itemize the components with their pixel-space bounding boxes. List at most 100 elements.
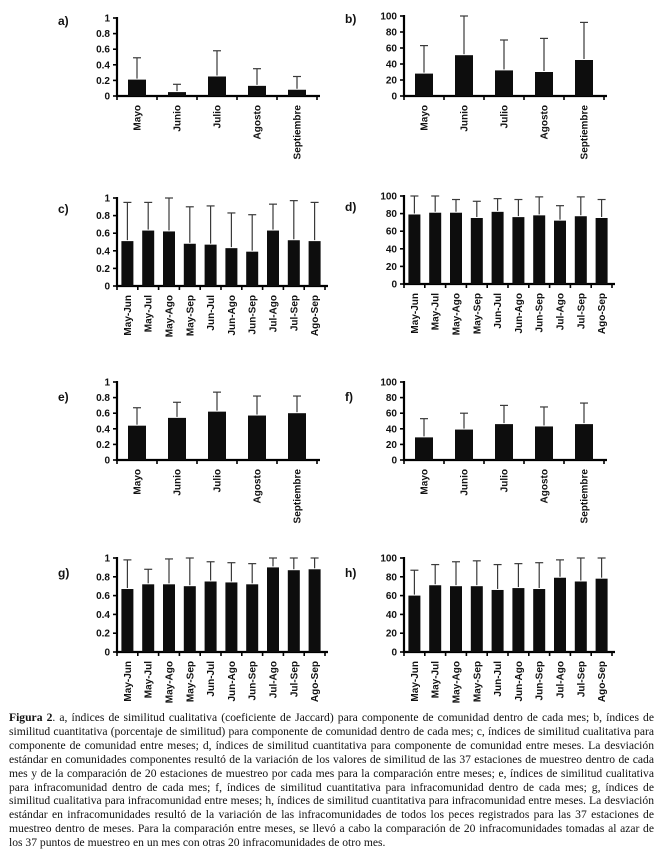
y-tick-label: 0.8 (96, 29, 110, 40)
category-label: Julio (213, 469, 224, 492)
panel-label-f: f) (345, 390, 353, 404)
y-tick-label: 60 (386, 227, 398, 238)
category-label: Agosto (540, 469, 551, 503)
y-tick-label: 20 (386, 262, 398, 273)
panel-label-d: d) (345, 200, 357, 214)
bar (267, 230, 279, 286)
y-tick-label: 0 (391, 92, 397, 103)
category-label: Julio (500, 105, 511, 128)
category-label: Mayo (420, 469, 431, 495)
category-label: Jun-Ago (227, 295, 238, 336)
category-label: Ago-Sep (597, 661, 608, 702)
bar (470, 218, 483, 284)
category-label: Jun-Ago (514, 661, 525, 702)
y-tick-label: 0.2 (96, 76, 110, 87)
y-tick-label: 100 (380, 554, 397, 565)
y-tick-label: 0.8 (96, 393, 110, 404)
bar (554, 577, 566, 652)
figure-caption-label: Figura 2 (9, 711, 53, 724)
chart-d: 0 20 40 60 80 100 May-Jun May-Jul May-Ago May-Sep… (380, 192, 615, 335)
bar (121, 241, 134, 286)
bar (450, 212, 462, 284)
category-label: May-Jul (144, 295, 155, 332)
bar (246, 584, 259, 652)
bar (455, 429, 473, 460)
y-tick-label: 0 (104, 648, 110, 659)
chart-c: 0 0.2 0.4 0.6 0.8 1 May-Jun May-Jul May-Ago May-S… (96, 194, 328, 337)
bar (142, 230, 155, 286)
y-tick-label: 0.2 (96, 440, 110, 451)
y-tick-label: 100 (380, 192, 397, 203)
category-label: May-Sep (472, 661, 483, 702)
chart-panel-d: d) 0 20 40 60 80 100 May-Jun May-Jul May-Ago May-… (345, 186, 635, 344)
category-label: May-Jun (123, 661, 134, 702)
category-label: Jul-Ago (556, 661, 567, 698)
chart-b: 0 20 40 60 80 100 Mayo Junio Julio Agosto Septiemb… (380, 12, 607, 160)
bar (142, 584, 155, 652)
category-label: Agosto (540, 105, 551, 139)
category-label: Jul-Ago (269, 661, 280, 698)
category-label: Junio (460, 469, 471, 496)
bar (168, 92, 186, 96)
chart-f: 0 20 40 60 80 100 Mayo Junio Julio Agosto Septiemb… (380, 378, 607, 523)
chart-panel-g: g) 0 0.2 0.4 0.6 0.8 1 May-Jun May-Jul May-Ago Ma… (58, 548, 348, 710)
category-label: Agosto (253, 469, 264, 503)
chart-panel-a: a) 0 0.2 0.4 0.6 0.8 1 Mayo Junio Julio Agosto Sep… (58, 8, 348, 176)
y-tick-label: 100 (380, 378, 397, 389)
bar (535, 426, 553, 460)
y-tick-label: 1 (104, 14, 110, 25)
category-label: May-Jul (431, 293, 442, 330)
y-tick-label: 40 (386, 610, 398, 621)
category-label: Jul-Sep (576, 661, 587, 697)
y-tick-label: 0 (391, 648, 397, 659)
y-tick-label: 40 (386, 60, 398, 71)
category-label: Jun-Jul (493, 661, 504, 697)
y-tick-label: 0.6 (96, 409, 110, 420)
category-label: May-Jul (431, 661, 442, 698)
category-label: Jul-Ago (556, 293, 567, 330)
bar (408, 214, 421, 284)
y-tick-label: 1 (104, 378, 110, 389)
bar (128, 79, 146, 96)
y-tick-label: 60 (386, 44, 398, 55)
y-tick-label: 20 (386, 629, 398, 640)
category-label: May-Jun (123, 295, 134, 336)
category-label: Jun-Sep (535, 661, 546, 700)
bar (415, 437, 433, 460)
bar (575, 424, 593, 460)
category-label: May-Jul (144, 661, 155, 698)
chart-panel-f: f) 0 20 40 60 80 100 Mayo Junio Julio Agosto Septi… (345, 372, 635, 540)
bar (163, 584, 175, 652)
y-tick-label: 40 (386, 244, 398, 255)
y-tick-label: 80 (386, 572, 398, 583)
bar (535, 72, 553, 96)
chart-panel-c: c) 0 0.2 0.4 0.6 0.8 1 May-Jun May-Jul May-Ago Ma… (58, 188, 348, 346)
category-label: Julio (500, 469, 511, 492)
category-label: May-Sep (472, 293, 483, 334)
bar (308, 241, 321, 286)
category-label: Septiembre (293, 105, 304, 160)
panel-label-b: b) (345, 12, 357, 26)
bar (267, 567, 279, 652)
y-tick-label: 0.6 (96, 591, 110, 602)
category-label: Septiembre (580, 105, 591, 160)
bar (491, 589, 504, 652)
category-label: Jun-Sep (535, 293, 546, 332)
category-label: Ago-Sep (310, 661, 321, 702)
bar (183, 243, 196, 286)
bar (495, 424, 513, 460)
bar (512, 217, 525, 284)
category-label: Jun-Jul (206, 295, 217, 331)
category-label: Jul-Sep (576, 293, 587, 329)
bar (208, 411, 226, 460)
category-label: Jun-Ago (514, 293, 525, 334)
bar (288, 413, 306, 460)
bar (533, 215, 546, 284)
bar (595, 218, 608, 284)
y-tick-label: 0 (104, 282, 110, 293)
y-tick-label: 60 (386, 409, 398, 420)
bar (288, 89, 306, 96)
bar (225, 248, 238, 286)
bar (128, 425, 146, 460)
